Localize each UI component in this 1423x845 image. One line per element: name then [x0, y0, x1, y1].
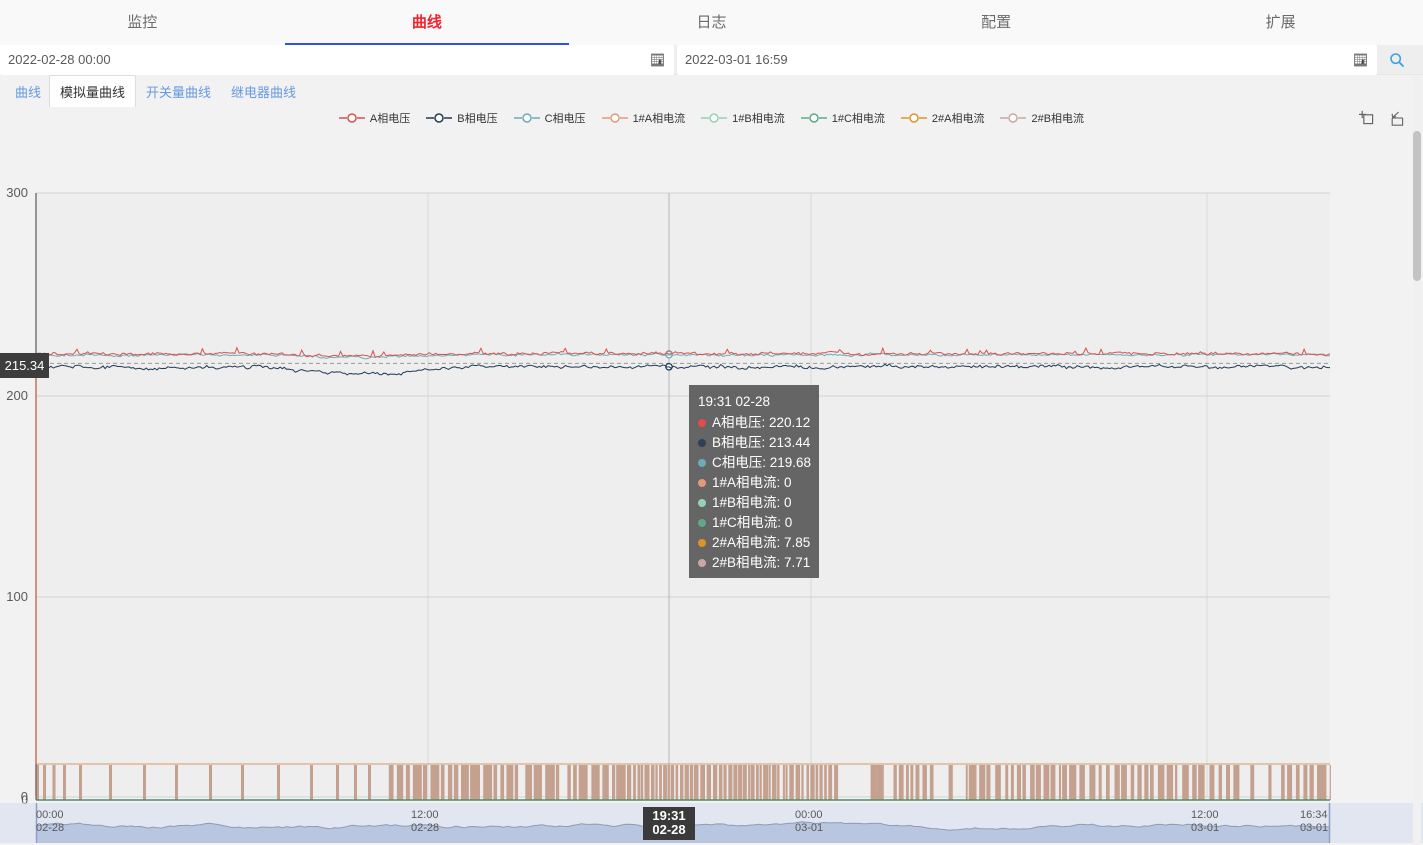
- svg-text:03-01: 03-01: [1300, 822, 1328, 834]
- svg-text:00:00: 00:00: [795, 809, 823, 821]
- svg-text:12:00: 12:00: [411, 809, 439, 821]
- svg-text:100: 100: [6, 589, 28, 604]
- svg-text:02-28: 02-28: [36, 822, 64, 834]
- svg-text:200: 200: [6, 388, 28, 403]
- svg-text:00:00: 00:00: [36, 809, 64, 821]
- svg-text:300: 300: [6, 185, 28, 200]
- svg-text:19:31: 19:31: [652, 808, 685, 823]
- svg-text:03-01: 03-01: [1191, 822, 1219, 834]
- svg-text:12:00: 12:00: [1191, 809, 1219, 821]
- svg-text:02-28: 02-28: [411, 822, 439, 834]
- svg-text:03-01: 03-01: [795, 822, 823, 834]
- svg-text:02-28: 02-28: [652, 822, 685, 837]
- svg-text:16:34: 16:34: [1300, 809, 1328, 821]
